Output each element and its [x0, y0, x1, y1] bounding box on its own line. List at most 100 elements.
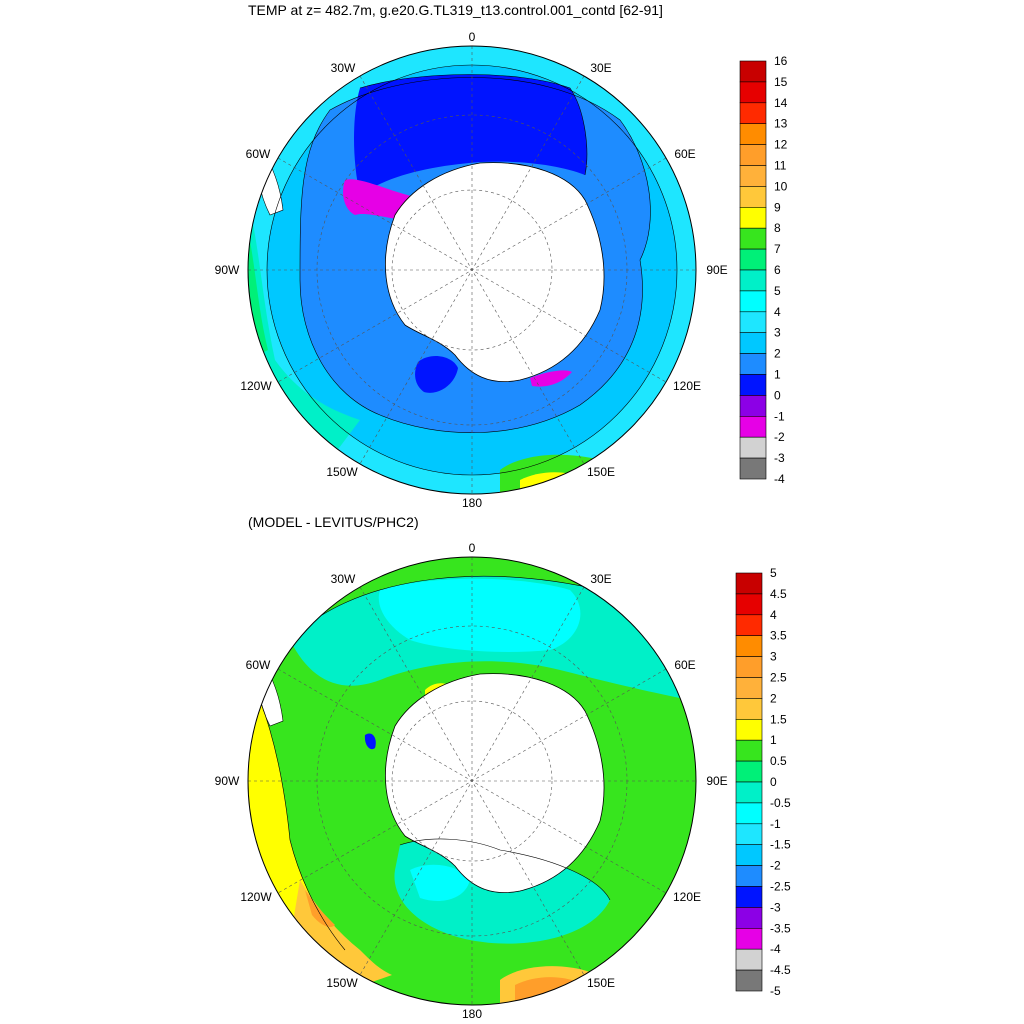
lon-label: 90W: [215, 774, 240, 788]
colorbar-swatch: [735, 802, 763, 825]
map-disc: [248, 557, 696, 1005]
colorbar-swatch: [739, 436, 767, 459]
colorbar-label: 1.5: [770, 712, 787, 726]
colorbar-label: -5: [770, 984, 781, 998]
lon-label: 120E: [673, 379, 701, 393]
lon-label: 90W: [215, 263, 240, 277]
colorbar-label: -1.5: [770, 838, 791, 852]
map-border: [247, 45, 697, 495]
colorbar-swatch: [739, 207, 767, 229]
colorbar-swatch: [735, 823, 763, 845]
colorbar-label: 4: [770, 608, 777, 622]
colorbar-label: -2: [774, 430, 785, 444]
colorbar-label: -3: [774, 451, 785, 465]
colorbar-label: 2: [774, 347, 781, 361]
lon-label: 180: [462, 1007, 482, 1021]
colorbar-swatch: [739, 144, 767, 166]
lon-label: 0: [469, 30, 476, 44]
colorbar-label: 9: [774, 200, 781, 214]
colorbar-label: 1: [774, 368, 781, 382]
colorbar-swatch: [735, 948, 763, 971]
colorbar-swatch: [739, 60, 767, 83]
colorbar-swatch: [735, 614, 763, 636]
colorbar-label: 3: [770, 650, 777, 664]
lon-label: 0: [469, 541, 476, 555]
colorbar-swatch: [739, 102, 767, 125]
lon-label: 60W: [246, 147, 271, 161]
colorbar-label: 8: [774, 221, 781, 235]
colorbar-label: -4: [770, 942, 781, 956]
colorbar-label: 0: [774, 388, 781, 402]
colorbar-label: 12: [774, 138, 788, 152]
colorbar-swatch: [739, 311, 767, 333]
colorbar-swatch: [735, 718, 763, 741]
colorbar-swatch: [735, 656, 763, 678]
lon-label: 60W: [246, 658, 271, 672]
colorbar-label: 5: [770, 566, 777, 580]
lon-label: 150E: [587, 976, 615, 990]
lon-label: 120E: [673, 890, 701, 904]
colorbar-label: -4: [774, 472, 785, 486]
colorbar-swatch: [739, 290, 767, 313]
colorbar-swatch: [739, 269, 767, 292]
colorbar-swatch: [735, 677, 763, 699]
lon-label: 60E: [674, 147, 695, 161]
colorbar-label: 3: [774, 326, 781, 340]
colorbar-swatch: [739, 165, 767, 187]
colorbar-swatch: [739, 248, 767, 271]
colorbar-swatch: [735, 781, 763, 804]
colorbar-label: 0: [770, 775, 777, 789]
colorbar-label: 14: [774, 96, 788, 110]
lon-label: 150W: [326, 465, 358, 479]
colorbar: 5 4.5 4 3.5 3 2.5 2 1.5 1 0.5 0 -0.5 -1 -1.5 -2 -2.5 -3 -…: [735, 566, 791, 998]
colorbar-label: 7: [774, 242, 781, 256]
colorbar-swatch: [735, 572, 763, 595]
colorbar-swatch: [739, 395, 767, 417]
colorbar-label: 5: [774, 284, 781, 298]
colorbar-label: 10: [774, 179, 788, 193]
panel-title: TEMP at z= 482.7m, g.e20.G.TL319_t13.con…: [248, 2, 663, 18]
map-border: [247, 556, 697, 1006]
colorbar-label: -3.5: [770, 921, 791, 935]
lon-label: 180: [462, 496, 482, 510]
map-disc: [248, 46, 696, 494]
lon-label: 90E: [706, 263, 727, 277]
colorbar-swatch: [735, 844, 763, 866]
colorbar-label: 4: [774, 305, 781, 319]
panel-temperature: TEMP at z= 482.7m, g.e20.G.TL319_t13.con…: [215, 2, 788, 510]
colorbar-label: -2: [770, 859, 781, 873]
colorbar-label: -4.5: [770, 963, 791, 977]
panel-difference: (MODEL - LEVITUS/PHC2): [215, 514, 791, 1021]
colorbar-swatch: [739, 415, 767, 438]
colorbar-label: 11: [774, 159, 787, 173]
colorbar-swatch: [735, 635, 763, 657]
colorbar-swatch: [735, 739, 763, 762]
lon-label: 30E: [590, 572, 611, 586]
longitude-labels: 0 30E 60E 90E 120E 150E 180 150W 120W 90…: [215, 541, 728, 1021]
colorbar-swatch: [739, 81, 767, 104]
lon-label: 120W: [240, 890, 272, 904]
colorbar-label: -1: [770, 817, 781, 831]
colorbar-swatch: [735, 698, 763, 720]
colorbar-label: 3.5: [770, 629, 787, 643]
colorbar-swatch: [735, 865, 763, 887]
lon-label: 30E: [590, 61, 611, 75]
colorbar-swatch: [739, 353, 767, 375]
colorbar-swatch: [735, 886, 763, 908]
colorbar-swatch: [735, 593, 763, 616]
lon-label: 30W: [331, 61, 356, 75]
colorbar-label: 4.5: [770, 587, 787, 601]
colorbar-label: -3: [770, 900, 781, 914]
lon-label: 120W: [240, 379, 272, 393]
colorbar-swatch: [735, 907, 763, 929]
lon-label: 150W: [326, 976, 358, 990]
lon-label: 60E: [674, 658, 695, 672]
colorbar-swatch: [735, 760, 763, 783]
colorbar-label: 15: [774, 75, 788, 89]
colorbar-swatch: [735, 927, 763, 950]
colorbar-label: 1: [770, 733, 777, 747]
colorbar-swatch: [739, 123, 767, 145]
colorbar-label: 16: [774, 54, 788, 68]
colorbar-swatch: [739, 227, 767, 250]
